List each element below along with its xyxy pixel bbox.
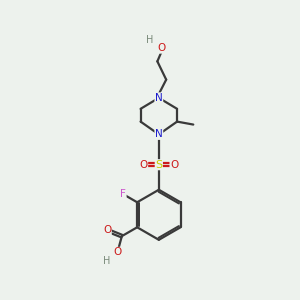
Text: H: H (103, 256, 111, 266)
Text: N: N (155, 93, 163, 103)
Text: O: O (158, 43, 166, 53)
Text: S: S (155, 160, 162, 170)
Text: F: F (120, 189, 126, 199)
Text: O: O (170, 160, 178, 170)
Text: O: O (140, 160, 148, 170)
Text: H: H (146, 35, 153, 45)
Text: O: O (103, 225, 111, 235)
Text: N: N (155, 129, 163, 140)
Text: O: O (113, 247, 122, 257)
